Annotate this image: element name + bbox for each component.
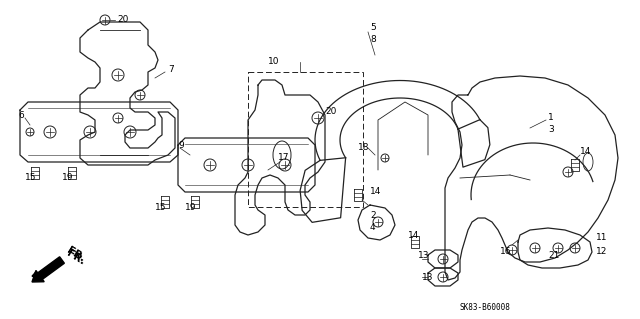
Text: 17: 17 xyxy=(278,153,289,162)
Bar xyxy=(248,72,363,207)
Text: FR.: FR. xyxy=(33,249,87,276)
Text: 12: 12 xyxy=(596,248,607,256)
Text: SK83-B60008: SK83-B60008 xyxy=(460,303,511,312)
Text: 10: 10 xyxy=(268,57,280,66)
Text: 13: 13 xyxy=(422,273,433,283)
Text: 6: 6 xyxy=(18,110,24,120)
Text: 20: 20 xyxy=(325,108,337,116)
Text: 21: 21 xyxy=(548,250,559,259)
Text: 5: 5 xyxy=(370,24,376,33)
Text: FR.: FR. xyxy=(65,246,87,264)
Text: 4: 4 xyxy=(370,224,376,233)
Text: 19: 19 xyxy=(62,174,74,182)
Text: 14: 14 xyxy=(408,231,419,240)
Text: 13: 13 xyxy=(418,251,429,261)
Text: 14: 14 xyxy=(370,188,381,197)
Text: 15: 15 xyxy=(25,174,36,182)
Text: 9: 9 xyxy=(178,140,184,150)
Text: 1: 1 xyxy=(548,114,554,122)
Text: 18: 18 xyxy=(358,144,369,152)
Text: 2: 2 xyxy=(370,211,376,219)
Text: 8: 8 xyxy=(370,35,376,44)
FancyArrow shape xyxy=(32,257,65,282)
Text: 19: 19 xyxy=(185,203,196,211)
Text: 14: 14 xyxy=(580,147,591,157)
Text: 20: 20 xyxy=(117,16,129,25)
Text: 3: 3 xyxy=(548,125,554,135)
Text: 15: 15 xyxy=(155,203,166,211)
Text: 11: 11 xyxy=(596,234,607,242)
Text: 7: 7 xyxy=(168,65,173,75)
Text: 16: 16 xyxy=(500,248,511,256)
